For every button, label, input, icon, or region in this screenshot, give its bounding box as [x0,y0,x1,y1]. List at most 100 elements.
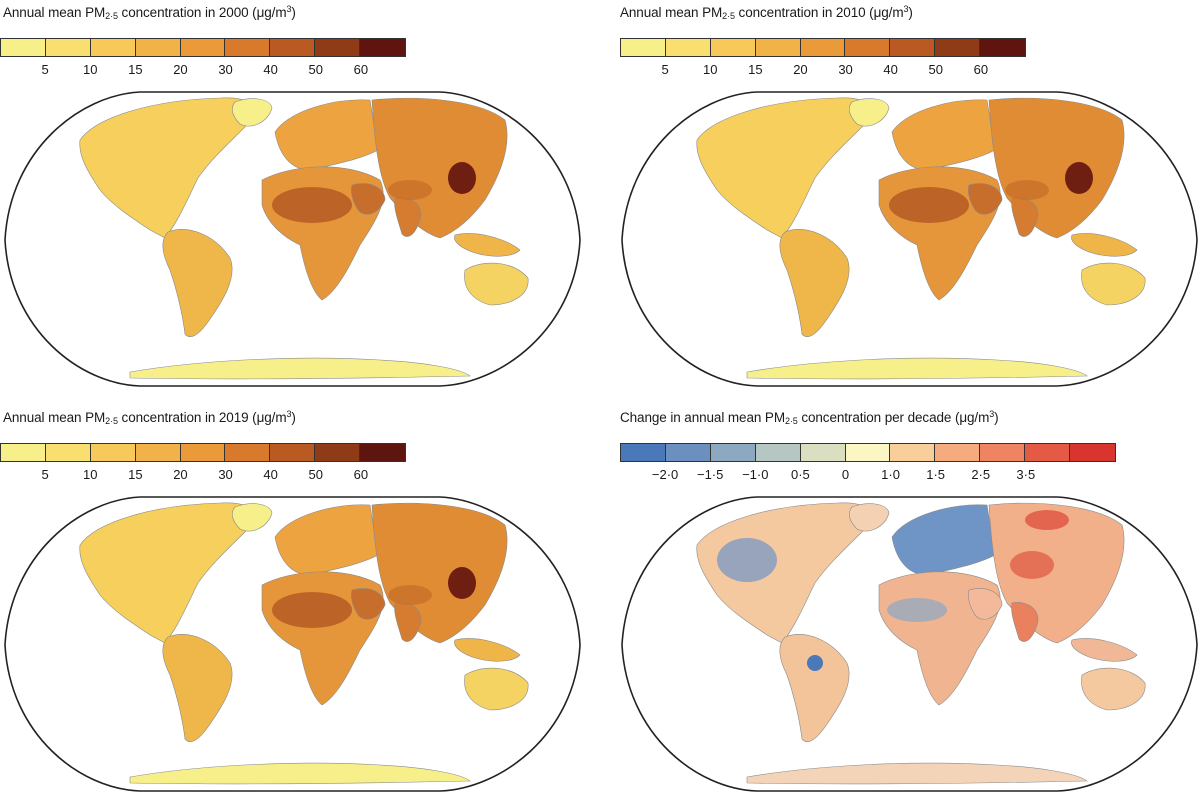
legend-tick-label: −1·5 [696,467,724,482]
legend-tick-label: 15 [128,62,143,77]
legend-ticks: 5 10 15 20 30 40 50 60 [0,62,406,80]
land-europe [274,99,379,171]
legend-swatch [890,444,936,461]
legend-swatch [621,444,666,461]
color-legend [0,443,406,462]
legend-tick-label: −1·0 [742,467,769,482]
land-north-america [79,502,256,644]
land-arabia [967,588,1003,620]
map-frame [621,91,1198,387]
land-antarctica [746,762,1088,785]
land-europe [274,504,379,576]
legend-tick-label: 20 [793,62,808,77]
land-antarctica [129,357,471,380]
north-america-decrease [717,538,777,582]
legend-tick-label: 30 [218,62,233,77]
legend-tick-label: 0 [841,467,850,482]
legend-swatch [225,444,271,461]
legend-swatch [800,39,846,56]
land-australia [464,667,529,711]
world-map [4,496,581,792]
sahara-hotspot [889,187,969,223]
land-south-america [162,634,233,742]
panel-pm-2000: Annual mean PM2·5 concentration in 2000 … [0,0,590,395]
color-legend [620,443,1116,462]
world-map [621,496,1198,792]
legend-tick-label: 50 [308,62,323,77]
map-frame [4,496,581,792]
world-map [4,91,581,387]
legend-swatch [1,39,46,56]
land-greenland [231,503,273,532]
legend-swatch [890,39,936,56]
panel-change-per-decade: Change in annual mean PM2·5 concentratio… [617,405,1200,800]
land-australia [1081,262,1146,306]
legend-tick-label: 40 [263,62,278,77]
land-india [394,197,422,237]
legend-swatch [710,39,756,56]
legend-tick-label: 5 [661,62,669,77]
legend-tick-label: 50 [308,467,323,482]
legend-tick-label: 60 [353,62,369,77]
color-legend [0,38,406,57]
legend-swatch [135,444,181,461]
east-asia-hotspot [448,162,476,194]
land-greenland [848,503,890,532]
land-australia [464,262,529,306]
legend-tick-label: 15 [748,62,763,77]
legend-swatch [315,444,360,461]
land-sea-islands [1071,638,1138,662]
legend-swatch [845,39,891,56]
legend-tick-label: 10 [82,62,98,77]
legend-swatch [980,39,1025,56]
legend-swatch [621,39,666,56]
land-sea-islands [454,638,521,662]
legend-tick-label: 5 [41,62,49,77]
legend-swatch [90,39,136,56]
land-europe [891,99,996,171]
legend-ticks: 5 10 15 20 30 40 50 60 [0,467,406,485]
land-greenland [231,98,273,127]
legend-tick-label: 10 [82,467,98,482]
map-frame [621,496,1198,792]
panel-pm-2010: Annual mean PM2·5 concentration in 2010 … [617,0,1200,395]
legend-swatch [180,444,226,461]
legend-swatch [755,39,801,56]
south-asia-hotspot [1005,180,1049,200]
land-south-america [162,229,233,337]
legend-tick-label: 30 [218,467,233,482]
legend-ticks: −2·0 −1·5 −1·0 0·5 0 1·0 1·5 2·5 3·5 [620,467,1116,485]
legend-tick-label: 0·5 [790,467,810,482]
legend-swatch [935,39,980,56]
legend-swatch [845,444,891,461]
legend-swatch [45,444,91,461]
legend-tick-label: 15 [128,467,143,482]
amazon-decrease [807,655,823,671]
panel-title: Change in annual mean PM2·5 concentratio… [620,409,999,426]
land-arabia [967,183,1003,215]
legend-tick-label: 60 [973,62,989,77]
legend-tick-label: 1·5 [926,467,946,482]
siberia-increase [1025,510,1069,530]
land-north-america [79,97,256,239]
legend-swatch [1025,444,1071,461]
legend-swatch [360,39,405,56]
legend-swatch [270,444,316,461]
legend-swatch [665,444,711,461]
panel-pm-2019: Annual mean PM2·5 concentration in 2019 … [0,405,590,800]
sahara-hotspot [272,592,352,628]
legend-swatch [90,444,136,461]
east-asia-hotspot [1065,162,1093,194]
legend-swatch [1070,444,1115,461]
land-north-america [696,502,873,644]
land-india [1011,602,1039,642]
central-asia-increase [1010,551,1054,579]
sahara-hotspot [272,187,352,223]
legend-tick-label: 2·5 [971,467,991,482]
legend-swatch [710,444,756,461]
panel-title: Annual mean PM2·5 concentration in 2019 … [3,409,296,426]
legend-tick-label: 1·0 [881,467,900,482]
legend-swatch [980,444,1026,461]
legend-tick-label: 10 [702,62,718,77]
world-map [621,91,1198,387]
